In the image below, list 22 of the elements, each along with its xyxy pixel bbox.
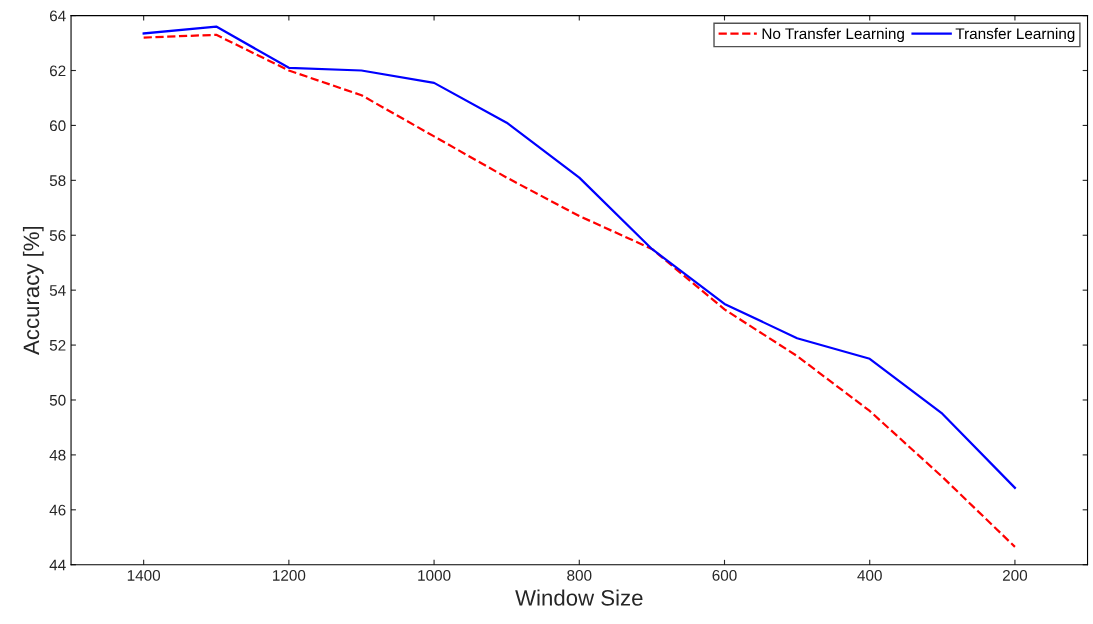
x-tick-label: 200 bbox=[1002, 569, 1028, 581]
x-tick-label: 800 bbox=[567, 569, 592, 581]
x-tick-label: 400 bbox=[857, 569, 882, 581]
y-axis-title: Accuracy [%] bbox=[22, 226, 44, 355]
y-tick-label: 48 bbox=[49, 449, 66, 461]
x-tick-label: 1200 bbox=[273, 569, 306, 581]
legend-label: Transfer Learning bbox=[955, 27, 1075, 43]
y-tick-label: 46 bbox=[49, 504, 66, 516]
x-axis-title: Window Size bbox=[515, 589, 643, 606]
x-tick-label: 600 bbox=[712, 569, 737, 581]
y-tick-label: 44 bbox=[49, 559, 66, 571]
x-tick-label: 1000 bbox=[418, 569, 451, 581]
legend-label: No Transfer Learning bbox=[762, 27, 904, 43]
y-tick-label: 50 bbox=[49, 394, 66, 406]
y-tick-label: 62 bbox=[49, 65, 66, 77]
y-tick-label: 64 bbox=[49, 10, 66, 22]
y-tick-label: 54 bbox=[49, 285, 66, 296]
y-tick-label: 58 bbox=[49, 175, 66, 187]
y-tick-label: 60 bbox=[49, 120, 66, 132]
y-tick-label: 56 bbox=[49, 230, 66, 241]
x-tick-label: 1400 bbox=[127, 569, 161, 581]
y-tick-label: 52 bbox=[49, 339, 66, 351]
